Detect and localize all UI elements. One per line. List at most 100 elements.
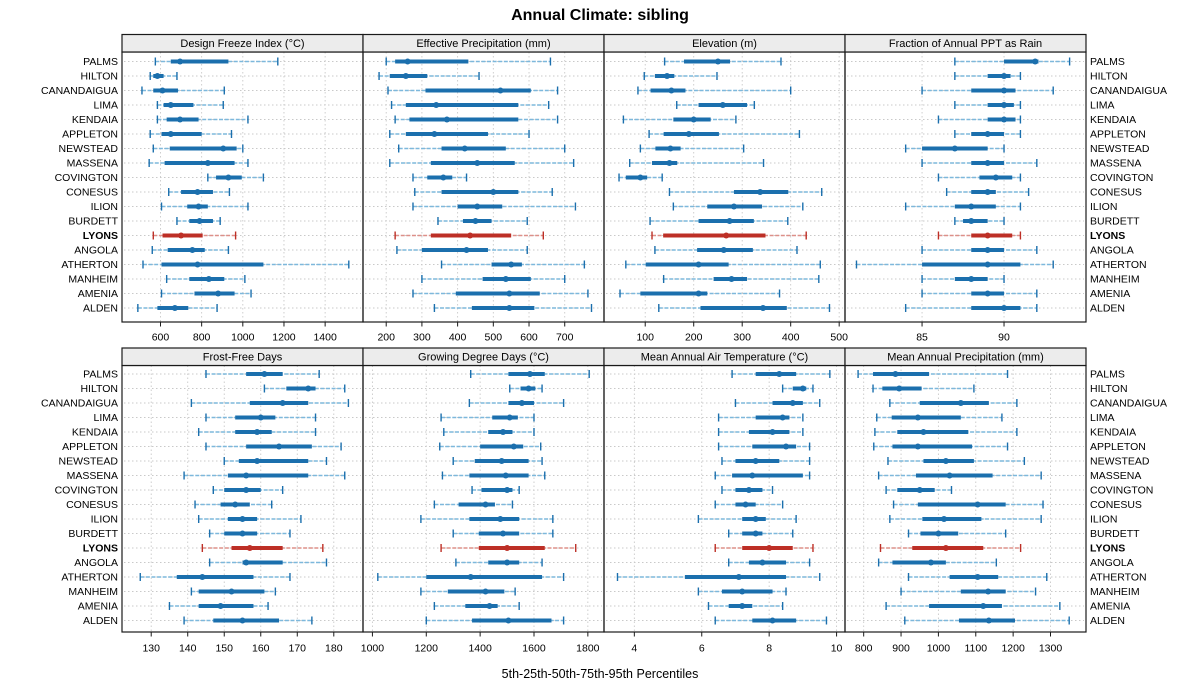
tick-label: 1200 [415,643,439,655]
median-dot [217,603,224,609]
median-dot [177,58,184,65]
median-dot [504,545,511,551]
median-dot [506,305,513,311]
station-label-right: APPLETON [1090,441,1146,453]
median-dot [941,516,948,522]
station-label-right: COVINGTON [1090,485,1153,497]
station-label-left: LYONS [83,543,118,555]
median-dot [984,189,991,195]
median-dot [239,617,246,624]
station-label-left: HILTON [80,71,118,83]
median-dot [500,429,507,435]
station-label-right: PALMS [1090,56,1125,68]
median-dot [942,458,949,464]
median-dot [467,574,474,580]
median-dot [769,617,776,624]
median-dot [497,87,504,94]
median-dot [239,530,246,537]
median-dot [916,487,923,493]
median-dot [167,102,174,108]
station-label-left: COVINGTON [55,485,118,497]
panel-title: Elevation (m) [692,38,757,50]
tick-label: 180 [325,643,343,655]
tick-label: 1200 [1001,643,1025,655]
tick-label: 4 [631,643,637,655]
tick-label: 1400 [313,332,337,344]
station-label-right: HILTON [1090,383,1128,395]
median-dot [968,218,975,224]
median-dot [178,232,185,239]
median-dot [440,174,447,181]
median-dot [472,218,479,224]
tick-label: 90 [998,332,1010,344]
axis-caption: 5th-25th-50th-75th-95th Percentiles [502,667,699,681]
tick-label: 600 [152,332,170,344]
station-label-left: MANHEIM [68,586,118,598]
station-label-left: HILTON [80,383,118,395]
station-label-right: KENDAIA [1090,114,1136,126]
median-dot [506,414,513,421]
median-dot [461,145,468,152]
tick-label: 140 [179,643,197,655]
median-dot [490,189,497,195]
station-label-right: CANANDAIGUA [1090,398,1167,410]
station-label-right: AMENIA [1090,601,1130,613]
median-dot [974,501,981,508]
median-dot [500,530,507,537]
station-label-right: APPLETON [1090,129,1146,141]
station-label-right: COVINGTON [1090,172,1153,184]
median-dot [1001,102,1008,108]
station-label-left: CONESUS [66,187,118,199]
panel-title: Design Freeze Index (°C) [180,38,304,50]
station-label-right: ALDEN [1090,303,1125,315]
panel-title: Fraction of Annual PPT as Rain [889,38,1042,50]
station-label-left: AMENIA [78,288,118,300]
median-dot [232,501,239,508]
median-dot [510,443,517,450]
station-label-left: BURDETT [68,528,118,540]
median-dot [505,617,512,624]
tick-label: 700 [556,332,574,344]
panel-title: Mean Annual Air Temperature (°C) [641,352,808,364]
tick-label: 1800 [576,643,600,655]
median-dot [215,290,222,297]
median-dot [1001,305,1008,311]
station-label-left: PALMS [83,369,118,381]
median-dot [942,545,949,551]
station-label-left: MANHEIM [68,274,118,286]
station-label-right: ATHERTON [1090,572,1147,584]
median-dot [968,276,975,282]
median-dot [243,559,250,566]
station-label-left: KENDAIA [72,114,118,126]
chart-panels: 600 800 1000 1200 1400 Design Freeze Index (°… [41,33,1167,655]
station-label-left: ATHERTON [61,572,118,584]
median-dot [951,145,958,152]
tick-label: 1100 [964,643,987,655]
tick-label: 200 [377,332,395,344]
median-dot [896,385,903,392]
tick-label: 1200 [272,332,296,344]
tick-label: 1400 [468,643,492,655]
median-dot [980,603,987,609]
median-dot [204,160,211,166]
median-dot [739,588,746,595]
station-label-left: ALDEN [83,303,118,315]
station-label-right: LIMA [1090,100,1115,112]
station-label-left: LYONS [83,230,118,242]
median-dot [463,247,470,253]
median-dot [205,276,212,282]
median-dot [243,472,250,479]
median-dot [759,559,766,566]
median-dot [776,371,783,377]
panel-header [844,347,1087,367]
station-label-right: LYONS [1090,543,1125,555]
tick-label: 800 [193,332,211,344]
median-dot [957,400,964,406]
median-dot [276,443,283,450]
tick-label: 200 [685,332,703,344]
median-dot [502,276,509,282]
median-dot [482,588,489,595]
station-label-right: CANANDAIGUA [1090,85,1167,97]
median-dot [695,290,702,297]
median-dot [159,87,166,94]
